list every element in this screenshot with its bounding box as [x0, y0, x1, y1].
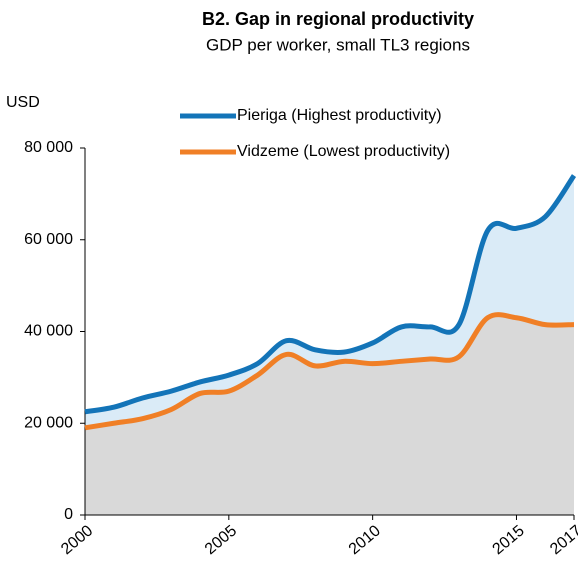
x-tick-label: 2015: [490, 522, 528, 558]
y-tick-label: 40 000: [24, 323, 73, 340]
legend-label: Vidzeme (Lowest productivity): [237, 143, 450, 160]
series-line: [84, 174, 577, 415]
x-tick-label: 2010: [346, 522, 384, 558]
x-tick-label: 2000: [58, 522, 96, 558]
series-line: [84, 312, 575, 431]
legend-label: Pieriga (Highest productivity): [237, 107, 442, 124]
chart-title: B2. Gap in regional productivity: [202, 9, 474, 29]
y-tick-label: 0: [64, 506, 73, 523]
base-area: [85, 314, 574, 515]
y-axis-label: USD: [6, 94, 40, 111]
y-tick-label: 20 000: [24, 414, 73, 431]
chart-subtitle: GDP per worker, small TL3 regions: [206, 35, 470, 54]
y-tick-label: 80 000: [24, 139, 73, 156]
y-tick-label: 60 000: [24, 231, 73, 248]
x-tick-label: 2005: [202, 522, 240, 558]
x-tick-label: 2017: [547, 522, 578, 558]
